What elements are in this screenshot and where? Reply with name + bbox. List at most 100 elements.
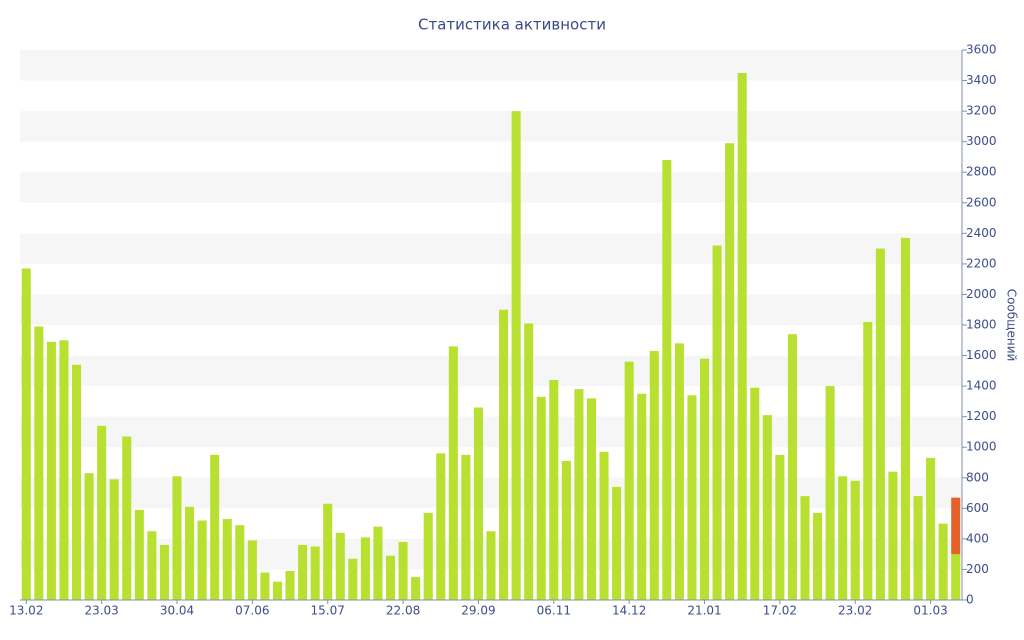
- bar: [260, 572, 270, 600]
- y-axis-label: Сообщений: [1005, 289, 1019, 362]
- y-tick-label: 2400: [966, 226, 997, 240]
- y-tick-label: 3000: [966, 134, 997, 148]
- bar: [649, 350, 659, 600]
- bar: [825, 386, 835, 600]
- bar: [235, 525, 245, 600]
- bar: [574, 389, 584, 600]
- y-tick-label: 2600: [966, 195, 997, 209]
- bar: [838, 476, 848, 600]
- bar: [875, 248, 885, 600]
- bar: [46, 341, 56, 600]
- bar: [109, 479, 119, 600]
- bar: [323, 503, 333, 600]
- x-tick-label: 15.07: [311, 604, 345, 618]
- bar: [750, 387, 760, 600]
- bar: [210, 454, 220, 600]
- grid-band: [20, 416, 962, 448]
- x-tick-label: 06.11: [537, 604, 571, 618]
- bar: [813, 512, 823, 600]
- bar: [373, 526, 383, 600]
- bar: [247, 540, 257, 600]
- y-tick-label: 1200: [966, 409, 997, 423]
- bar: [599, 451, 609, 600]
- x-tick-label: 30.04: [160, 604, 194, 618]
- y-tick-label: 800: [966, 470, 989, 484]
- y-tick-label: 400: [966, 531, 989, 545]
- bar: [436, 453, 446, 600]
- bar: [134, 509, 144, 600]
- grid-band: [20, 477, 962, 509]
- y-tick-label: 1000: [966, 440, 997, 454]
- y-tick-label: 3600: [966, 43, 997, 57]
- bar: [951, 497, 961, 555]
- chart-title: Статистика активности: [418, 16, 606, 34]
- bar: [662, 160, 672, 600]
- x-tick-label: 29.09: [461, 604, 495, 618]
- y-tick-label: 3200: [966, 104, 997, 118]
- bar: [725, 143, 735, 600]
- x-tick-label: 22.08: [386, 604, 420, 618]
- bar: [197, 520, 207, 600]
- grid-band: [20, 233, 962, 264]
- y-tick-label: 1400: [966, 379, 997, 393]
- bar: [687, 395, 697, 600]
- grid-band: [20, 355, 962, 387]
- bar: [775, 454, 785, 600]
- grid-band: [20, 50, 962, 81]
- bar: [913, 496, 923, 600]
- bar: [938, 523, 948, 600]
- x-tick-label: 13.02: [9, 604, 43, 618]
- bar: [71, 364, 82, 600]
- bar: [951, 554, 961, 600]
- bar: [637, 393, 647, 600]
- bar: [34, 326, 44, 600]
- bar: [699, 358, 710, 600]
- bar: [285, 570, 295, 600]
- bar: [536, 396, 546, 600]
- y-tick-label: 3400: [966, 73, 997, 87]
- bar: [926, 457, 936, 600]
- y-tick-label: 1600: [966, 348, 997, 362]
- y-tick-label: 200: [966, 562, 989, 576]
- bar: [272, 581, 283, 600]
- bar: [800, 496, 810, 600]
- y-tick-label: 2200: [966, 256, 997, 270]
- bar: [222, 519, 232, 600]
- bar: [473, 407, 483, 600]
- bar: [461, 454, 471, 600]
- bar: [59, 340, 69, 600]
- bar: [385, 555, 396, 600]
- x-tick-label: 07.06: [235, 604, 269, 618]
- bar: [486, 531, 496, 600]
- bar: [423, 512, 433, 600]
- bar: [787, 334, 797, 600]
- y-tick-label: 2800: [966, 165, 997, 179]
- bar: [888, 471, 898, 600]
- bar: [737, 72, 747, 600]
- bar: [900, 237, 911, 600]
- x-tick-label: 21.01: [687, 604, 721, 618]
- bar: [398, 541, 408, 600]
- bar: [122, 436, 132, 600]
- bar: [159, 545, 169, 600]
- bar: [298, 545, 308, 600]
- grid-band: [20, 294, 962, 325]
- bar: [712, 245, 722, 601]
- bar: [147, 531, 157, 600]
- y-tick-label: 1800: [966, 318, 997, 332]
- bar: [84, 473, 94, 600]
- bar: [850, 480, 860, 600]
- bar: [448, 346, 458, 600]
- bar: [411, 577, 421, 600]
- x-tick-label: 23.03: [84, 604, 118, 618]
- bar: [360, 537, 370, 600]
- bar: [863, 321, 873, 600]
- x-tick-label: 23.02: [838, 604, 872, 618]
- bar: [335, 532, 345, 600]
- bar: [524, 323, 534, 600]
- bar: [348, 558, 358, 600]
- x-tick-label: 17.02: [763, 604, 797, 618]
- bar: [586, 398, 597, 600]
